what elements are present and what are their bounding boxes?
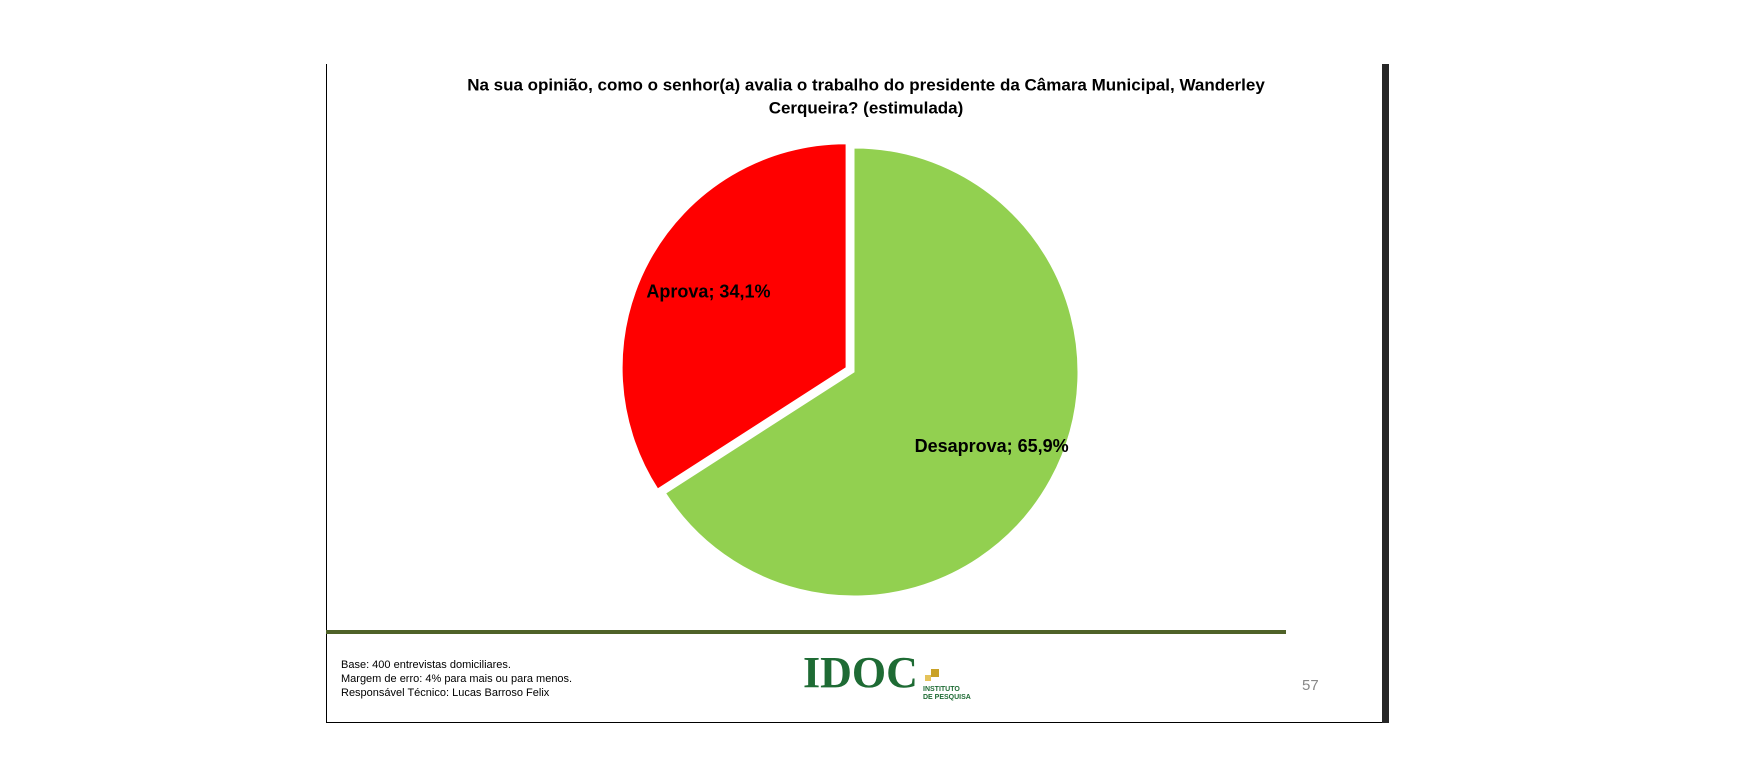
slide-right-border [1382, 64, 1389, 723]
logo-subtitle: INSTITUTO [923, 686, 960, 693]
footer-note: Base: 400 entrevistas domiciliares. [341, 659, 511, 671]
data-label: Desaprova; 65,9% [915, 436, 1069, 456]
footer-note: Margem de erro: 4% para mais ou para men… [341, 673, 572, 685]
pie-slice [621, 143, 847, 490]
chart-title: Cerqueira? (estimulada) [769, 98, 964, 117]
logo-subtitle: DE PESQUISA [923, 694, 971, 701]
logo: IDOC [803, 648, 918, 697]
pie: Aprova; 34,1% Desaprova; 65,9% [621, 143, 1079, 597]
pie-slice [664, 147, 1079, 597]
logo-square [931, 669, 939, 677]
page-number: 57 [1302, 677, 1319, 694]
data-label: Aprova; 34,1% [646, 281, 770, 301]
chart-title: Na sua opinião, como o senhor(a) avalia … [467, 75, 1265, 94]
divider [326, 630, 1286, 634]
footer-note: Responsável Técnico: Lucas Barroso Felix [341, 687, 550, 699]
logo-square [925, 675, 931, 681]
